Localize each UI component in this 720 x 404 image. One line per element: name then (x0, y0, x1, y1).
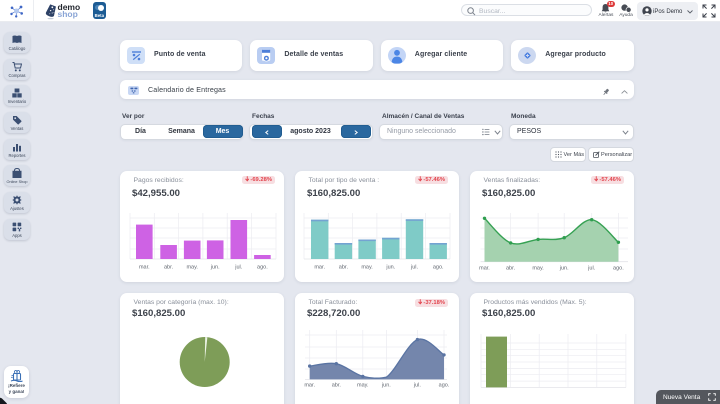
svg-text:may.: may. (361, 264, 373, 270)
svg-text:abr.: abr. (332, 383, 342, 389)
svg-text:abr.: abr. (339, 264, 349, 270)
svg-text:abr.: abr. (164, 264, 174, 270)
svg-text:jul.: jul. (410, 264, 419, 270)
svg-text:jul.: jul. (413, 383, 422, 389)
svg-text:mar.: mar. (479, 265, 490, 271)
svg-text:mar.: mar. (314, 264, 325, 270)
svg-text:jun.: jun. (210, 264, 220, 270)
svg-text:jun.: jun. (385, 264, 395, 270)
svg-text:ago.: ago. (433, 264, 444, 270)
svg-text:ago.: ago. (257, 264, 268, 270)
svg-text:jun.: jun. (381, 383, 391, 389)
svg-text:jul.: jul. (587, 265, 596, 271)
svg-text:jun.: jun. (559, 265, 569, 271)
svg-text:abr.: abr. (506, 265, 516, 271)
svg-text:jul.: jul. (234, 264, 243, 270)
svg-text:mar.: mar. (304, 383, 315, 389)
svg-text:may.: may. (186, 264, 198, 270)
svg-text:ago.: ago. (439, 383, 450, 389)
svg-text:may.: may. (532, 265, 544, 271)
svg-text:ago.: ago. (613, 265, 624, 271)
svg-text:may.: may. (357, 383, 369, 389)
svg-text:mar.: mar. (139, 264, 150, 270)
